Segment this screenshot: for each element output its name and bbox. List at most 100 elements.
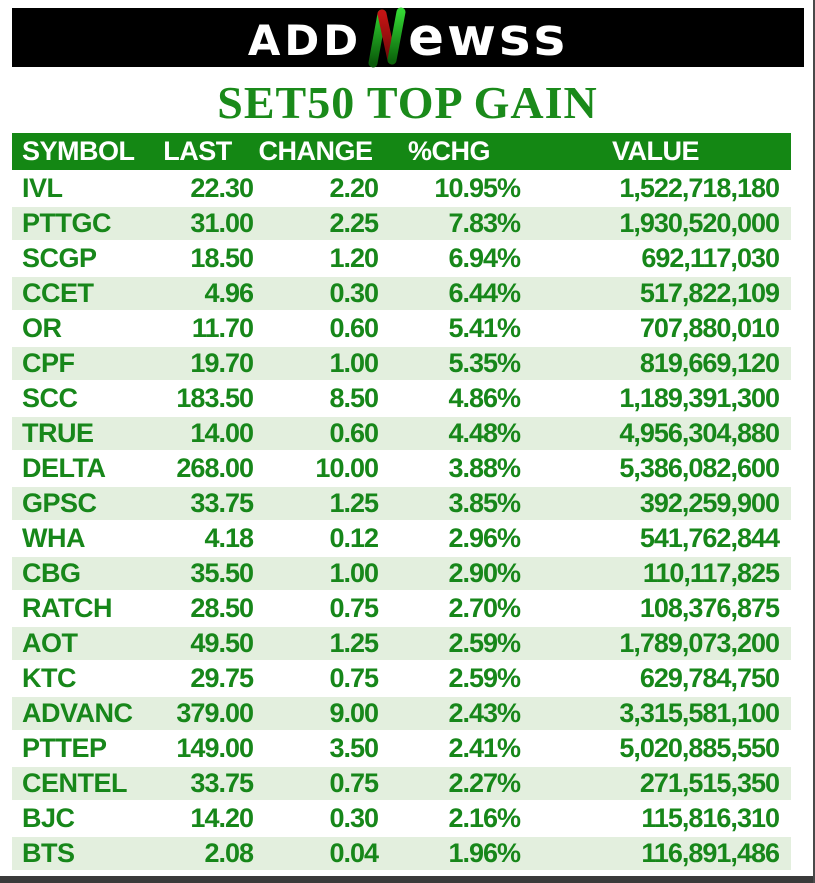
symbol-cell: AOT [12, 627, 142, 660]
last-cell: 4.18 [142, 522, 254, 555]
pctchg-cell: 5.35% [378, 347, 521, 380]
addnewss-logo: ADD ewss [248, 7, 568, 69]
bottom-border-bar [0, 876, 815, 883]
right-border-line [813, 0, 815, 883]
value-cell: 392,259,900 [520, 487, 791, 520]
last-cell: 29.75 [142, 662, 254, 695]
last-cell: 31.00 [142, 207, 254, 240]
pctchg-cell: 2.96% [378, 522, 521, 555]
pctchg-cell: 2.43% [378, 697, 521, 730]
symbol-cell: CBG [12, 557, 142, 590]
last-cell: 14.00 [142, 417, 254, 450]
pctchg-cell: 2.16% [378, 802, 521, 835]
value-cell: 517,822,109 [520, 277, 791, 310]
pctchg-cell: 2.90% [378, 557, 521, 590]
change-cell: 0.75 [253, 592, 379, 625]
symbol-cell: KTC [12, 662, 142, 695]
change-cell: 10.00 [253, 452, 379, 485]
last-cell: 11.70 [142, 312, 254, 345]
last-cell: 35.50 [142, 557, 254, 590]
pctchg-cell: 2.59% [378, 627, 521, 660]
table-row: WHA 4.18 0.12 2.96% 541,762,844 [12, 522, 791, 555]
pctchg-cell: 6.94% [378, 242, 521, 275]
stock-zigzag-n-icon [368, 7, 406, 67]
table-row: SCC 183.50 8.50 4.86% 1,189,391,300 [12, 382, 791, 415]
value-cell: 1,930,520,000 [520, 207, 791, 240]
change-cell: 3.50 [253, 732, 379, 765]
change-cell: 1.20 [253, 242, 379, 275]
last-cell: 33.75 [142, 487, 254, 520]
change-cell: 1.25 [253, 627, 379, 660]
table-row: IVL 22.30 2.20 10.95% 1,522,718,180 [12, 172, 791, 205]
change-cell: 9.00 [253, 697, 379, 730]
last-cell: 18.50 [142, 242, 254, 275]
column-header-last: LAST [142, 133, 253, 170]
table-row: CCET 4.96 0.30 6.44% 517,822,109 [12, 277, 791, 310]
value-cell: 271,515,350 [520, 767, 791, 800]
value-cell: 692,117,030 [520, 242, 791, 275]
table-row: CBG 35.50 1.00 2.90% 110,117,825 [12, 557, 791, 590]
value-cell: 116,891,486 [520, 837, 791, 870]
pctchg-cell: 2.27% [378, 767, 521, 800]
change-cell: 8.50 [253, 382, 379, 415]
table-row: GPSC 33.75 1.25 3.85% 392,259,900 [12, 487, 791, 520]
change-cell: 2.20 [253, 172, 379, 205]
table-row: SCGP 18.50 1.20 6.94% 692,117,030 [12, 242, 791, 275]
value-cell: 1,189,391,300 [520, 382, 791, 415]
symbol-cell: IVL [12, 172, 142, 205]
value-cell: 1,522,718,180 [520, 172, 791, 205]
symbol-cell: WHA [12, 522, 142, 555]
last-cell: 28.50 [142, 592, 254, 625]
value-cell: 3,315,581,100 [520, 697, 791, 730]
change-cell: 0.75 [253, 767, 379, 800]
symbol-cell: SCGP [12, 242, 142, 275]
column-header-pctchg: %CHG [378, 133, 520, 170]
pctchg-cell: 2.41% [378, 732, 521, 765]
value-cell: 819,669,120 [520, 347, 791, 380]
change-cell: 1.00 [253, 347, 379, 380]
symbol-cell: ADVANC [12, 697, 142, 730]
value-cell: 5,020,885,550 [520, 732, 791, 765]
last-cell: 19.70 [142, 347, 254, 380]
change-cell: 0.12 [253, 522, 379, 555]
pctchg-cell: 1.96% [378, 837, 521, 870]
value-cell: 110,117,825 [520, 557, 791, 590]
symbol-cell: BTS [12, 837, 142, 870]
symbol-cell: CPF [12, 347, 142, 380]
change-cell: 1.25 [253, 487, 379, 520]
change-cell: 0.30 [253, 277, 379, 310]
table-row: DELTA 268.00 10.00 3.88% 5,386,082,600 [12, 452, 791, 485]
table-row: BTS 2.08 0.04 1.96% 116,891,486 [12, 837, 791, 870]
value-cell: 108,376,875 [520, 592, 791, 625]
logo-text-ewss: ewss [408, 6, 569, 68]
last-cell: 149.00 [142, 732, 254, 765]
header-row: SYMBOL LAST CHANGE %CHG VALUE [12, 133, 791, 170]
table-header: SYMBOL LAST CHANGE %CHG VALUE [12, 133, 791, 170]
symbol-cell: TRUE [12, 417, 142, 450]
table-row: PTTEP 149.00 3.50 2.41% 5,020,885,550 [12, 732, 791, 765]
value-cell: 1,789,073,200 [520, 627, 791, 660]
table-row: ADVANC 379.00 9.00 2.43% 3,315,581,100 [12, 697, 791, 730]
pctchg-cell: 3.85% [378, 487, 521, 520]
change-cell: 0.04 [253, 837, 379, 870]
symbol-cell: DELTA [12, 452, 142, 485]
page-title: SET50 TOP GAIN [217, 77, 598, 128]
last-cell: 379.00 [142, 697, 254, 730]
pctchg-cell: 10.95% [378, 172, 521, 205]
table-row: KTC 29.75 0.75 2.59% 629,784,750 [12, 662, 791, 695]
table-row: RATCH 28.50 0.75 2.70% 108,376,875 [12, 592, 791, 625]
value-cell: 629,784,750 [520, 662, 791, 695]
column-header-value: VALUE [520, 133, 791, 170]
table-row: BJC 14.20 0.30 2.16% 115,816,310 [12, 802, 791, 835]
pctchg-cell: 5.41% [378, 312, 521, 345]
pctchg-cell: 2.59% [378, 662, 521, 695]
change-cell: 1.00 [253, 557, 379, 590]
value-cell: 707,880,010 [520, 312, 791, 345]
symbol-cell: PTTEP [12, 732, 142, 765]
change-cell: 0.75 [253, 662, 379, 695]
change-cell: 2.25 [253, 207, 379, 240]
pctchg-cell: 7.83% [378, 207, 521, 240]
table-row: PTTGC 31.00 2.25 7.83% 1,930,520,000 [12, 207, 791, 240]
column-header-symbol: SYMBOL [12, 133, 142, 170]
last-cell: 2.08 [142, 837, 254, 870]
